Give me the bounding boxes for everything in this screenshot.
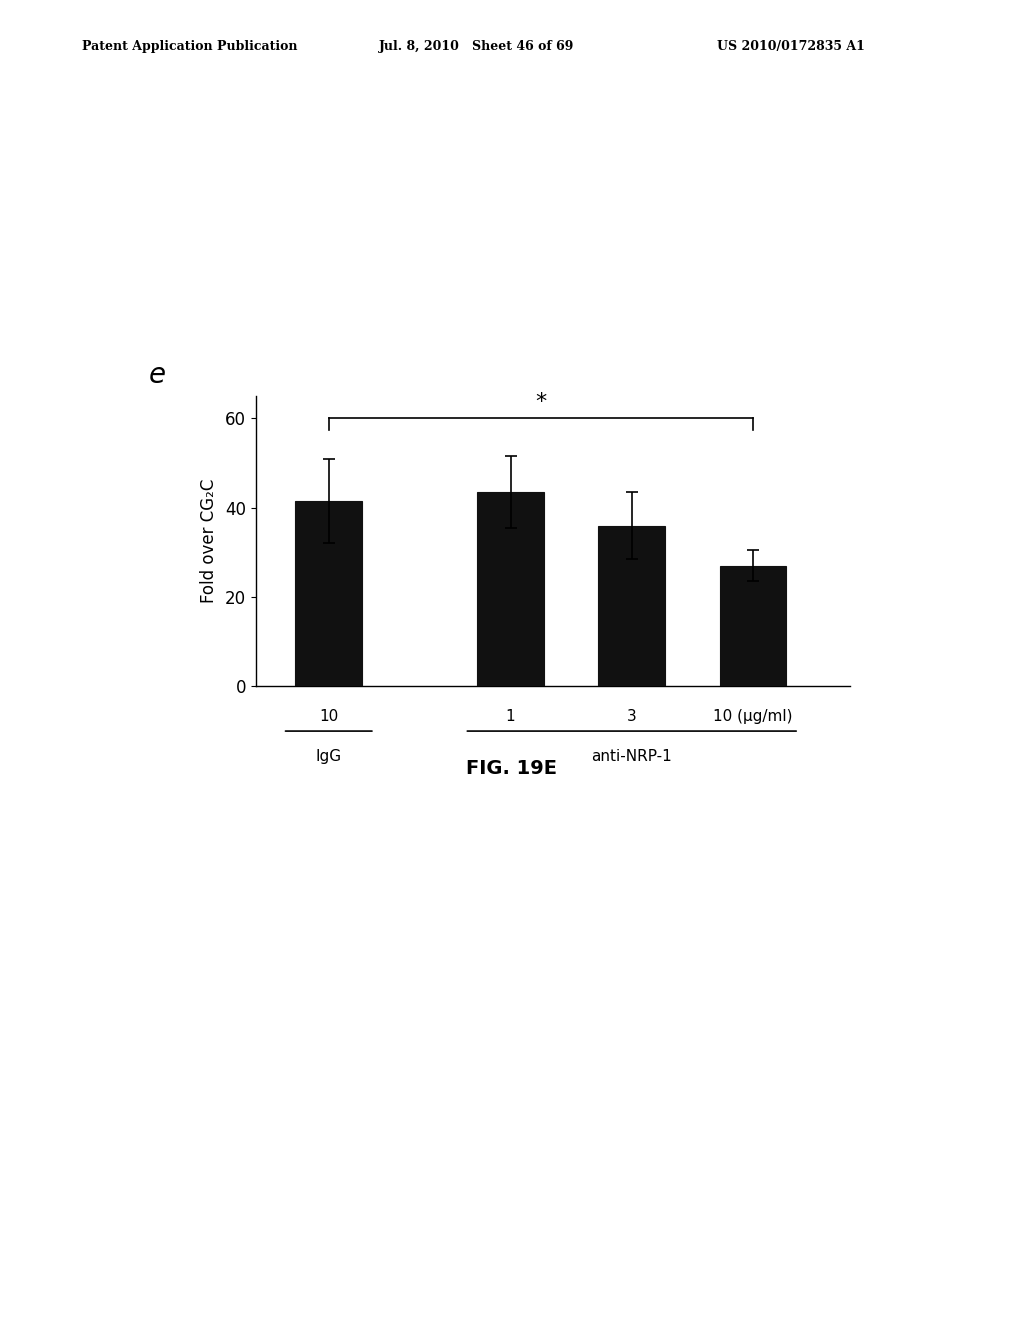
Text: IgG: IgG: [315, 748, 342, 764]
Bar: [720, 566, 786, 686]
Text: Jul. 8, 2010   Sheet 46 of 69: Jul. 8, 2010 Sheet 46 of 69: [379, 40, 574, 53]
Text: Patent Application Publication: Patent Application Publication: [82, 40, 297, 53]
Text: FIG. 19E: FIG. 19E: [467, 759, 557, 777]
Bar: [295, 502, 362, 686]
Bar: [477, 492, 544, 686]
Text: e: e: [150, 362, 166, 389]
Y-axis label: Fold over CG₂C: Fold over CG₂C: [201, 479, 218, 603]
Text: US 2010/0172835 A1: US 2010/0172835 A1: [717, 40, 864, 53]
Text: 10 (μg/ml): 10 (μg/ml): [713, 709, 793, 723]
Text: *: *: [536, 392, 547, 412]
Text: 1: 1: [506, 709, 515, 723]
Text: 10: 10: [319, 709, 338, 723]
Text: anti-NRP-1: anti-NRP-1: [592, 748, 672, 764]
Bar: [598, 525, 665, 686]
Text: 3: 3: [627, 709, 637, 723]
